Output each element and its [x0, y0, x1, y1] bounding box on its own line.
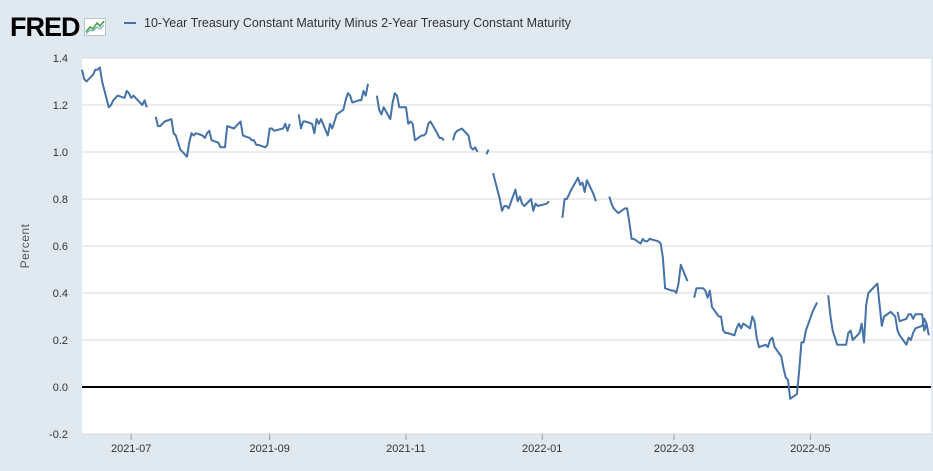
y-tick-label: 1.2	[53, 100, 68, 112]
x-tick-label: 2021-11	[386, 443, 426, 455]
y-tick-label: 0.4	[53, 288, 68, 300]
x-tick-label: 2021-09	[249, 443, 289, 455]
series-lines	[81, 66, 930, 400]
legend-series-label: 10-Year Treasury Constant Maturity Minus…	[144, 16, 572, 30]
y-tick-label: 0.2	[53, 335, 68, 347]
series-line-segment	[896, 311, 930, 336]
fred-wordmark: FRED	[10, 11, 80, 42]
series-line-segment	[827, 282, 928, 346]
x-tick-label: 2021-07	[111, 443, 151, 455]
x-tick-label: 2022-05	[790, 443, 830, 455]
y-tick-label: 1.0	[53, 147, 68, 159]
legend-swatch	[124, 22, 136, 24]
y-tick-label: -0.2	[49, 429, 68, 441]
chart-line-icon	[83, 18, 106, 36]
y-tick-label: 0.0	[53, 382, 68, 394]
series-line-segment	[451, 127, 479, 153]
chart-legend: 10-Year Treasury Constant Maturity Minus…	[124, 16, 571, 30]
chart-header: FRED 10-Year Treasury Constant Maturity …	[0, 0, 933, 52]
y-tick-label: 1.4	[53, 53, 68, 65]
series-line-segment	[154, 116, 291, 158]
series-line-segment	[297, 83, 369, 137]
y-axis-label: Percent	[18, 223, 32, 268]
series-line-segment	[81, 66, 148, 109]
series-line-segment	[492, 172, 550, 212]
x-axis-ticks: 2021-07 2021-09 2021-11 2022-01 2022-03 2022-…	[111, 434, 831, 455]
series-line-segment	[485, 149, 490, 155]
series-line-segment	[375, 92, 445, 142]
y-axis-ticks: -0.2 0.0 0.2 0.4 0.6 0.8 1.0 1.2 1.4	[49, 53, 68, 441]
series-line-segment	[693, 287, 818, 400]
fred-logo[interactable]: FRED	[10, 10, 106, 44]
y-tick-label: 0.6	[53, 241, 68, 253]
x-tick-label: 2022-03	[654, 443, 694, 455]
y-tick-label: 0.8	[53, 194, 68, 206]
x-tick-label: 2022-01	[522, 443, 562, 455]
series-line-segment	[608, 196, 689, 294]
series-line-segment	[561, 176, 597, 218]
